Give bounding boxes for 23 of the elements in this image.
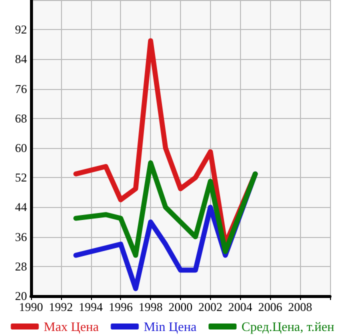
x-tick-label: 1996 [108, 300, 133, 314]
legend-label: Min Цена [144, 319, 197, 334]
y-tick-label: 36 [15, 230, 27, 244]
y-tick-label: 92 [15, 22, 27, 37]
x-tick-label: 1998 [138, 300, 163, 314]
y-tick-label: 20 [15, 289, 27, 303]
x-tick-label: 1992 [48, 300, 73, 314]
y-tick-label: 76 [15, 82, 27, 96]
x-tick-label: 2008 [288, 300, 312, 314]
y-tick-label: 44 [15, 200, 27, 214]
y-tick-label: 68 [15, 111, 27, 126]
x-tick-label: 1994 [78, 300, 103, 314]
x-tick-label: 1990 [19, 300, 43, 314]
x-tick-label: 2000 [168, 300, 192, 314]
y-tick-label: 52 [15, 170, 27, 185]
x-tick-label: 2002 [198, 300, 222, 314]
y-tick-label: 84 [15, 52, 27, 66]
x-tick-label: 2004 [228, 300, 252, 314]
x-tick-label: 2006 [258, 300, 282, 314]
legend-label: Max Цена [44, 319, 99, 334]
legend-label: Сред.Цена, т.йен [242, 319, 334, 334]
y-tick-label: 28 [15, 259, 27, 274]
y-tick-label: 60 [15, 141, 27, 155]
